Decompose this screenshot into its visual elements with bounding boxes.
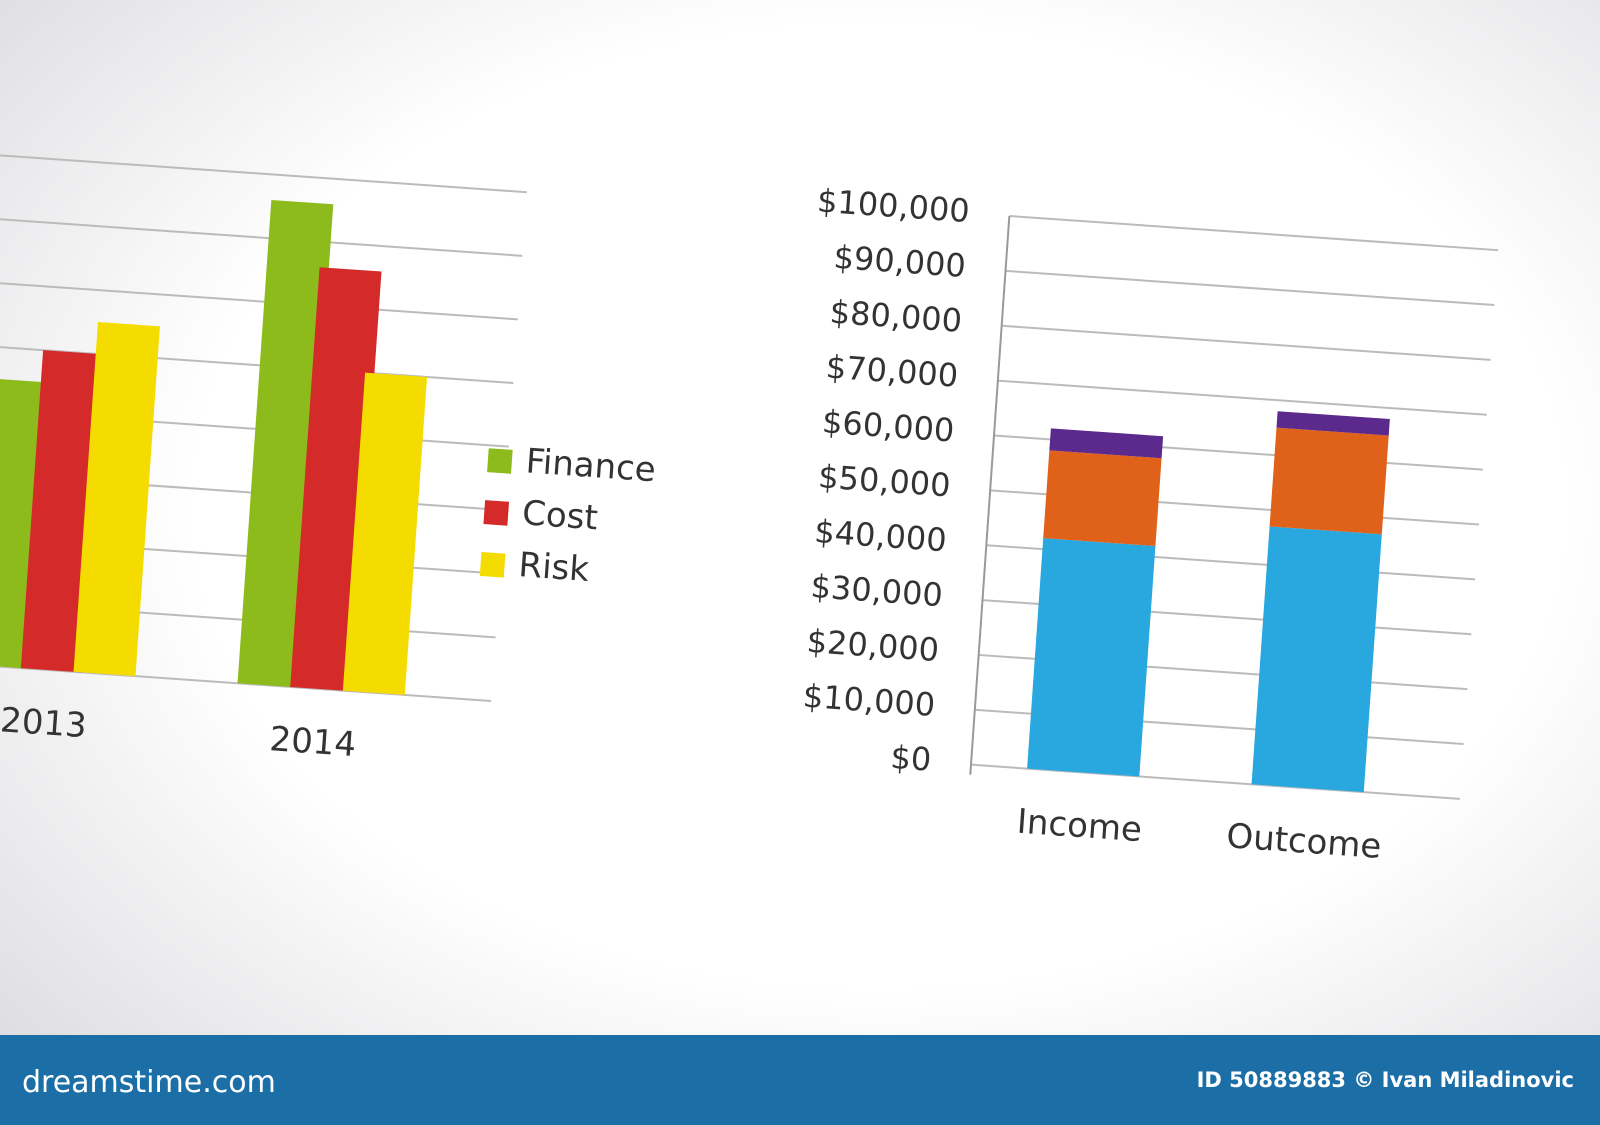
legend-swatch: [483, 500, 510, 526]
y-tick-label: $10,000: [802, 677, 937, 724]
credit: ID 50889883 © Ivan Miladinovic: [1196, 1068, 1574, 1092]
y-tick-label: $30,000: [809, 567, 944, 614]
y-tick-label: $60,000: [821, 403, 956, 450]
legend-label: Finance: [525, 441, 658, 490]
grid-line: [0, 277, 518, 321]
y-tick-label: $20,000: [806, 622, 941, 669]
legend-label: Risk: [517, 545, 590, 590]
grid-line: [0, 150, 527, 194]
y-tick-label: $50,000: [817, 457, 952, 504]
charts: 2013 2014FinanceCostRisk$0$10,000$20,000$…: [0, 150, 1499, 867]
bar-segment: [1049, 428, 1164, 459]
y-tick-label: $90,000: [832, 238, 967, 285]
x-tick-label: 2014: [268, 719, 357, 765]
chart: $0 $10,000 $20,000 $30,000 $40,000 $50,000 $60…: [802, 182, 1499, 867]
y-tick-label: $40,000: [813, 512, 948, 559]
bar-segment: [1269, 427, 1389, 535]
x-tick-label: 2013: [0, 700, 88, 746]
y-tick-label: $100,000: [816, 182, 971, 231]
y-tick-label: $0: [889, 738, 932, 779]
grid-line: [0, 214, 523, 257]
legend-swatch: [487, 448, 513, 474]
grid-line: [1005, 269, 1495, 307]
site-name[interactable]: dreamstime.com: [22, 1065, 276, 1100]
bar: [342, 372, 428, 695]
grid-line: [997, 379, 1487, 416]
legend-label: Cost: [521, 493, 599, 538]
bar: [237, 199, 334, 688]
x-tick-label: Outcome: [1225, 816, 1383, 867]
y-axis: [969, 215, 1011, 775]
x-tick-label: Income: [1016, 802, 1144, 851]
bar-segment: [1251, 526, 1382, 793]
grid-line: [1001, 324, 1491, 361]
bar-segment: [1043, 450, 1162, 547]
bar-segment: [1027, 538, 1156, 777]
legend-swatch: [479, 551, 506, 578]
grid-line: [1009, 215, 1499, 252]
bar-segment: [1276, 411, 1390, 436]
y-tick-label: $70,000: [825, 348, 960, 395]
bar: [73, 322, 160, 677]
y-tick-label: $80,000: [829, 293, 964, 340]
footer: dreamstime.com ID 50889883 © Ivan Miladi…: [0, 1035, 1600, 1125]
